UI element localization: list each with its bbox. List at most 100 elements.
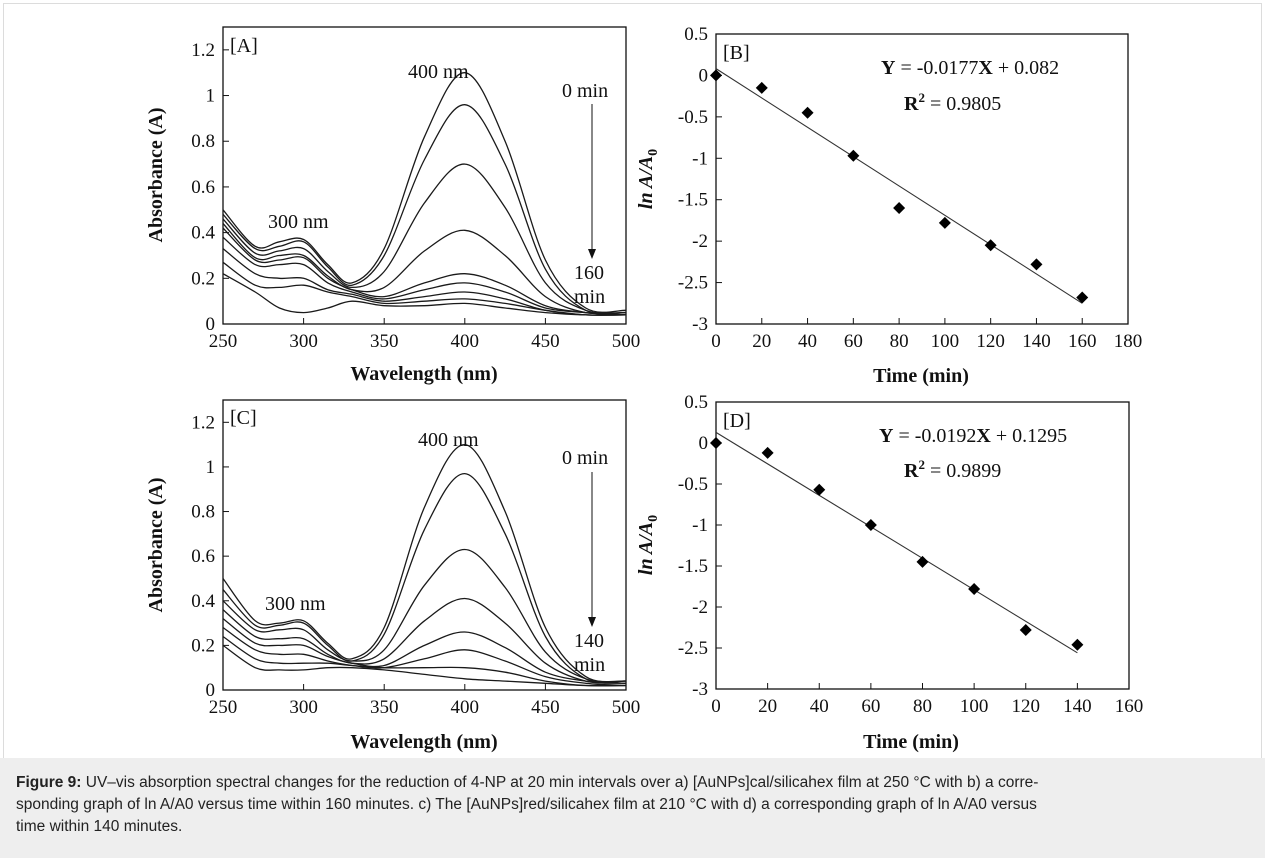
panel-a-spectrum-line-0 [222, 72, 627, 313]
panel-a-spectrum-line-8 [222, 273, 627, 316]
panel-d-x-tick-label: 0 [711, 696, 721, 717]
panel-d-x-tick-label: 140 [1063, 696, 1092, 717]
panel-d-y-tick-label: -2 [692, 597, 708, 618]
panel-c-y-axis-label: Absorbance (A) [145, 478, 167, 613]
panel-b-x-tick-label: 20 [752, 331, 771, 352]
panel-b-y-tick-label: -1.5 [678, 190, 708, 211]
panel-c-x-tick-label: 350 [370, 697, 399, 718]
panel-a-spectrum-line-4 [222, 227, 627, 316]
panel-d-r2: R2 = 0.9899 [904, 457, 1001, 482]
panel-c-spectrum-line-7 [222, 644, 627, 687]
panel-c-time-arrow-head [588, 617, 596, 627]
panel-b-eq-end: + 0.082 [993, 57, 1059, 79]
panel-c-x-tick-label: 400 [451, 697, 480, 718]
panel-b-r2-sup: 2 [918, 90, 925, 105]
panel-a-x-axis-label: Wavelength (nm) [350, 363, 497, 385]
panel-c-peak-label-400: 400 nm [418, 429, 479, 451]
panel-d-y-tick-label: 0.5 [684, 392, 708, 413]
panel-b: 0 20 40 60 80 100 120 140 160 1800.50-0.5-1-1.5-2… [635, 24, 1142, 387]
panel-a-y-tick-label: 0.8 [191, 131, 215, 152]
panel-b-data-point [710, 69, 722, 82]
panel-d-eq-y: Y [879, 425, 894, 447]
panel-d-data-point [968, 582, 981, 595]
panel-d-y-tick-label: -0.5 [678, 474, 708, 495]
panel-c-x-axis-label: Wavelength (nm) [350, 731, 497, 753]
panel-d-data-point [710, 437, 722, 449]
panel-d-x-tick-label: 160 [1115, 696, 1144, 717]
panel-c-time-end-number: 140 [574, 630, 604, 652]
panel-b-y-tick-label: -0.5 [678, 107, 708, 128]
panel-d-y-axis-label: ln A/A0 [635, 515, 661, 575]
figure-caption: Figure 9: UV–vis absorption spectral cha… [0, 758, 1265, 858]
panel-d-r2-sup: 2 [918, 457, 925, 472]
panel-b-equation: Y = -0.0177X + 0.082 [881, 57, 1059, 79]
panel-b-r2: R2 = 0.9805 [904, 90, 1001, 115]
panel-a-y-tick-label: 0.2 [191, 268, 215, 289]
panel-d-r2-value: = 0.9899 [925, 460, 1001, 482]
panel-c-x-tick-label: 250 [209, 697, 238, 718]
panel-d-data-point [1071, 638, 1084, 651]
panel-d-data-point [916, 555, 929, 568]
panel-b-data-point [755, 81, 768, 94]
panel-b-x-tick-label: 40 [798, 331, 817, 352]
panel-a-y-axis-label: Absorbance (A) [145, 108, 167, 243]
panel-a-x-tick-label: 350 [370, 331, 399, 352]
panel-c-x-tick-label: 500 [612, 697, 641, 718]
panel-a-time-end-number: 160 [574, 262, 604, 284]
panel-d-y-tick-label: -1.5 [678, 556, 708, 577]
panel-c-x-tick-label: 450 [531, 697, 560, 718]
panel-d-data-point [1019, 623, 1032, 636]
panel-d-eq-end: + 0.1295 [991, 425, 1067, 447]
panel-b-r2-value: = 0.9805 [925, 93, 1001, 115]
panel-d-y-axis-label-main: ln A/A [635, 522, 657, 575]
panel-c: 250 300 350 400 450 500 0 0.2 0.4 0.6 0.8 1 1.2 Wave… [145, 399, 641, 753]
panel-c-spectrum-line-1 [222, 472, 627, 684]
panel-c-y-tick-label: 0.8 [191, 502, 215, 523]
panel-c-spectrum-line-5 [222, 626, 627, 687]
panel-b-y-tick-label: 0 [699, 65, 709, 86]
panel-b-y-tick-label: -2.5 [678, 273, 708, 294]
panel-a-time-end-unit: min [574, 286, 605, 308]
panel-b-x-tick-label: 0 [711, 331, 721, 352]
panel-c-spectrum-line-3 [222, 597, 627, 684]
panel-c-peak-label-300: 300 nm [265, 593, 326, 615]
panel-a-y-tick-label: 1.2 [191, 40, 215, 61]
panel-b-x-tick-label: 60 [844, 331, 863, 352]
panel-b-x-tick-label: 120 [976, 331, 1005, 352]
panel-b-x-tick-label: 100 [931, 331, 960, 352]
panel-c-time-start: 0 min [562, 447, 608, 469]
panel-b-data-point [847, 149, 860, 162]
panel-c-spectrum-line-2 [222, 548, 627, 683]
panel-d-fit-line [715, 431, 1078, 654]
panel-a-x-tick-label: 450 [531, 331, 560, 352]
panel-c-label: [C] [230, 407, 257, 429]
panel-b-data-point [1076, 291, 1089, 304]
panel-c-y-tick-label: 0.6 [191, 546, 215, 567]
figure-frame [3, 3, 1262, 855]
panel-a-peak-label-300: 300 nm [268, 211, 329, 233]
panel-b-data-point [1030, 258, 1043, 271]
panel-c-spectrum-line-6 [222, 635, 627, 687]
panel-c-y-tick-label: 1 [206, 457, 216, 478]
panel-d-r2-label: R [904, 460, 919, 482]
panel-d-y-tick-label: 0 [699, 433, 709, 454]
panel-c-spectrum-line-4 [222, 618, 627, 684]
panel-d-x-tick-label: 120 [1012, 696, 1041, 717]
panel-d-y-axis-label-sub: 0 [646, 515, 661, 522]
panel-c-spectrum-line-0 [222, 443, 627, 683]
panel-d-x-tick-label: 60 [861, 696, 880, 717]
panel-a-x-tick-label: 300 [289, 331, 318, 352]
panel-d: 0 20 40 60 80 100 120 140 1600.50-0.5-1-1.5-2-2.… [635, 392, 1143, 753]
caption-figure-label: Figure 9: [16, 774, 82, 791]
panel-a-spectrum-line-3 [222, 223, 627, 315]
panel-b-x-tick-label: 80 [890, 331, 909, 352]
panel-b-data-point [938, 216, 951, 229]
panel-b-r2-label: R [904, 93, 919, 115]
panel-b-y-tick-label: -3 [692, 314, 708, 335]
caption-line-2: sponding graph of ln A/A0 versus time wi… [16, 796, 1037, 813]
panel-a-spectrum-line-1 [222, 104, 627, 315]
panel-c-time-end-unit: min [574, 654, 605, 676]
panel-d-equation: Y = -0.0192X + 0.1295 [879, 425, 1067, 447]
panel-b-fit-line [715, 68, 1083, 304]
panel-b-data-point [984, 239, 997, 252]
